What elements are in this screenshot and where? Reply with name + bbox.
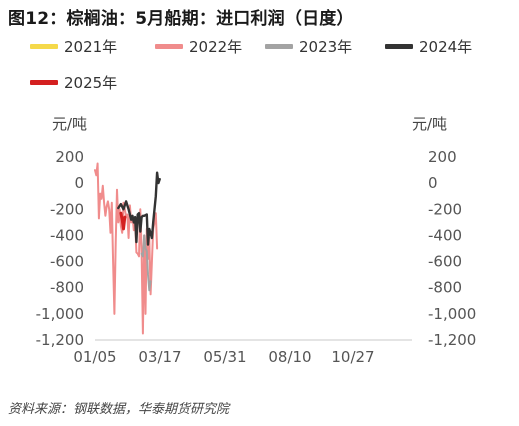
legend-item-2023: 2023年: [265, 36, 352, 57]
y-tick-left: 200: [55, 148, 84, 166]
x-tick-label: 05/31: [203, 348, 246, 366]
y-tick-right: -400: [428, 226, 462, 244]
series-line-2022: [94, 162, 159, 335]
series-line-2024: [117, 171, 161, 246]
chart-title: 图12：棕榈油：5月船期：进口利润（日度）: [8, 9, 354, 29]
y-tick-left: -400: [50, 226, 84, 244]
legend-item-2025: 2025年: [30, 72, 117, 93]
legend-label-2021: 2021年: [64, 38, 118, 56]
legend-swatch-2024: [385, 44, 413, 49]
y-tick-right: -800: [428, 279, 462, 297]
legend-label-2024: 2024年: [419, 38, 473, 56]
y-tick-left: -1,000: [36, 305, 84, 323]
y-tick-right: 200: [428, 148, 457, 166]
y-tick-right: -1,200: [428, 331, 476, 349]
y-tick-left: -200: [50, 200, 84, 218]
x-tick-label: 08/10: [268, 348, 311, 366]
legend-item-2024: 2024年: [385, 36, 472, 57]
legend-label-2023: 2023年: [299, 38, 353, 56]
legend-label-2025: 2025年: [64, 74, 118, 92]
x-tick-label: 03/17: [138, 348, 181, 366]
legend-item-2022: 2022年: [155, 36, 242, 57]
legend-item-2021: 2021年: [30, 36, 117, 57]
x-tick-label: 10/27: [331, 348, 374, 366]
series-line-2025: [119, 211, 127, 231]
x-tick-label: 01/05: [73, 348, 116, 366]
y-tick-right: -600: [428, 253, 462, 271]
y-axis-unit-right: 元/吨: [412, 115, 448, 133]
source-note: 资料来源：钢联数据，华泰期货研究院: [8, 402, 230, 417]
y-tick-left: -600: [50, 253, 84, 271]
y-tick-right: -1,000: [428, 305, 476, 323]
series-line-2023: [140, 234, 152, 292]
legend-swatch-2025: [30, 80, 58, 85]
legend-label-2022: 2022年: [189, 38, 243, 56]
legend-swatch-2021: [30, 44, 58, 49]
y-axis-unit-left: 元/吨: [52, 115, 88, 133]
y-tick-right: -200: [428, 200, 462, 218]
legend-swatch-2022: [155, 44, 183, 49]
y-tick-left: 0: [74, 174, 84, 192]
legend-swatch-2023: [265, 44, 293, 49]
y-tick-right: 0: [428, 174, 438, 192]
y-tick-left: -1,200: [36, 331, 84, 349]
y-tick-left: -800: [50, 279, 84, 297]
